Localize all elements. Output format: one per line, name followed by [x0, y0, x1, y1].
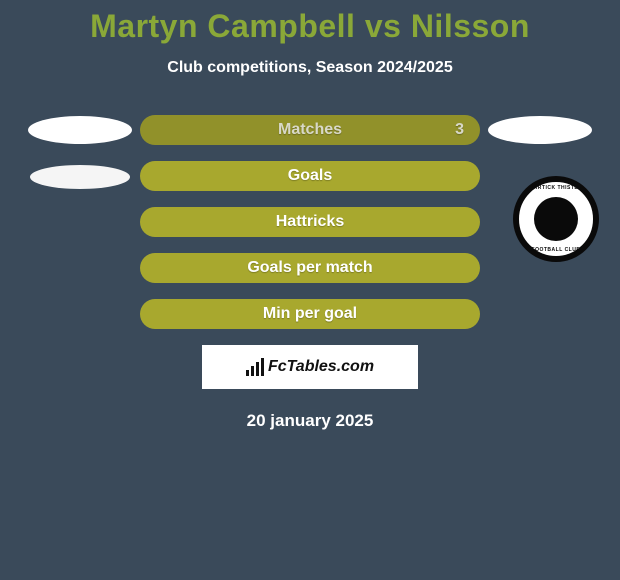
- brand-name: FcTables.com: [268, 358, 374, 376]
- stat-label: Hattricks: [276, 213, 344, 231]
- club-badge: PARTICK THISTLE FOOTBALL CLUB: [513, 176, 599, 262]
- comparison-widget: Martyn Campbell vs Nilsson Club competit…: [0, 0, 620, 431]
- date-label: 20 january 2025: [0, 411, 620, 431]
- brand-logo: FcTables.com: [246, 358, 374, 376]
- stat-pill-hattricks: Hattricks: [140, 207, 480, 237]
- stat-label: Matches: [278, 121, 342, 139]
- stat-pill-min-per-goal: Min per goal: [140, 299, 480, 329]
- club-badge-wrap: PARTICK THISTLE FOOTBALL CLUB: [506, 175, 606, 263]
- stat-pill-goals-per-match: Goals per match: [140, 253, 480, 283]
- stat-label: Min per goal: [263, 305, 357, 323]
- club-badge-inner: [534, 197, 578, 241]
- ellipse-placeholder: [488, 116, 592, 144]
- ellipse-placeholder: [28, 116, 132, 144]
- subtitle: Club competitions, Season 2024/2025: [0, 59, 620, 77]
- page-title: Martyn Campbell vs Nilsson: [0, 8, 620, 45]
- stat-label: Goals: [288, 167, 332, 185]
- right-player-shape: [480, 116, 600, 144]
- stat-label: Goals per match: [247, 259, 372, 277]
- bars-icon: [246, 358, 264, 376]
- ellipse-placeholder: [30, 165, 130, 189]
- stat-row-min-per-goal: Min per goal: [0, 299, 620, 329]
- brand-card[interactable]: FcTables.com: [202, 345, 418, 389]
- stat-pill-goals: Goals: [140, 161, 480, 191]
- left-player-shape: [20, 163, 140, 189]
- stat-row-matches: Matches 3: [0, 115, 620, 145]
- stat-value-right: 3: [455, 121, 464, 139]
- badge-text-bottom: FOOTBALL CLUB: [519, 247, 593, 253]
- badge-text-top: PARTICK THISTLE: [519, 185, 593, 191]
- left-player-shape: [20, 116, 140, 144]
- stat-pill-matches: Matches 3: [140, 115, 480, 145]
